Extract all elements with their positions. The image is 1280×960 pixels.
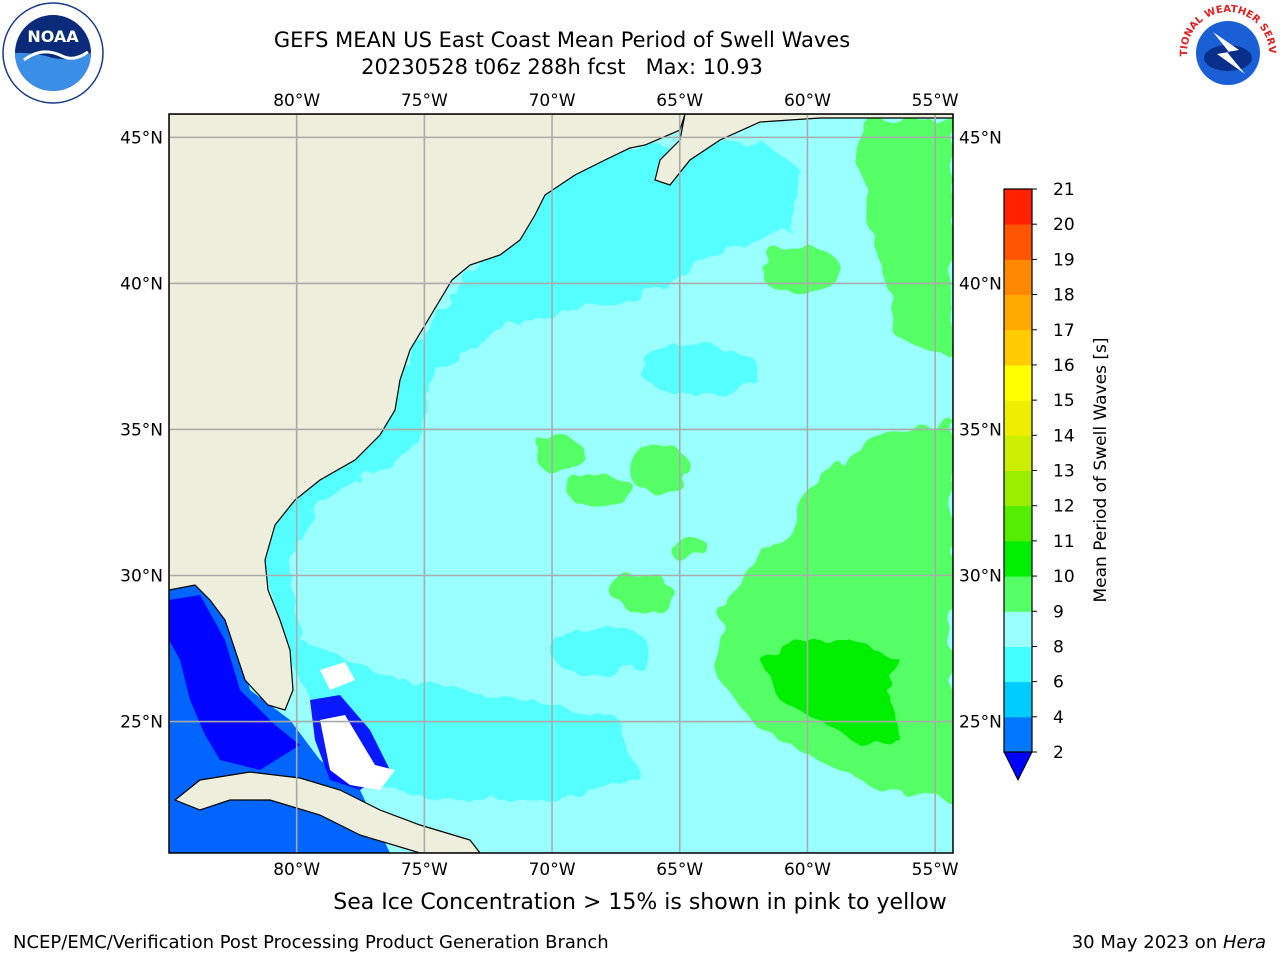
lon-label-bottom: 70°W bbox=[529, 860, 576, 880]
lon-label-top: 80°W bbox=[273, 91, 320, 111]
colorbar-tick-label: 12 bbox=[1053, 497, 1075, 517]
shelf-period-zone bbox=[260, 140, 800, 800]
colorbar-swatch bbox=[1004, 611, 1032, 647]
lon-label-top: 65°W bbox=[656, 91, 703, 111]
lon-labels-bottom: 80°W 75°W 70°W 65°W 60°W 55°W bbox=[273, 860, 959, 880]
lat-label-right: 30°N bbox=[959, 567, 1002, 587]
colorbar-swatch bbox=[1004, 189, 1032, 225]
lon-label-top: 55°W bbox=[912, 91, 959, 111]
lon-label-top: 75°W bbox=[401, 91, 448, 111]
colorbar-swatch bbox=[1004, 681, 1032, 718]
colorbar-swatch bbox=[1004, 224, 1032, 260]
colorbar-tick-label: 17 bbox=[1053, 321, 1075, 341]
noaa-logo-text: NOAA bbox=[27, 27, 79, 46]
date-text: 30 May 2023 on bbox=[1071, 932, 1223, 953]
lon-label-top: 60°W bbox=[784, 91, 831, 111]
lat-label-right: 35°N bbox=[959, 420, 1002, 440]
lat-label-left: 40°N bbox=[120, 274, 163, 294]
lat-label-left: 25°N bbox=[120, 713, 163, 733]
colorbar-swatch bbox=[1004, 364, 1032, 401]
map-frame bbox=[168, 113, 954, 854]
colorbar-label: Mean Period of Swell Waves [s] bbox=[1091, 338, 1111, 603]
lat-label-left: 30°N bbox=[120, 567, 163, 587]
green-period-zone bbox=[535, 118, 953, 800]
colorbar-tick-label: 6 bbox=[1053, 673, 1064, 693]
nws-logo: NATIONAL WEATHER SERVICE bbox=[1177, 2, 1277, 102]
colorbar-tick-label: 11 bbox=[1053, 532, 1075, 552]
colorbar-swatch bbox=[1004, 329, 1032, 366]
lat-label-left: 45°N bbox=[120, 128, 163, 148]
lon-label-bottom: 65°W bbox=[656, 860, 703, 880]
colorbar-swatch bbox=[1004, 294, 1032, 331]
colorbar-tick-label: 4 bbox=[1053, 708, 1064, 728]
colorbar-tick-label: 19 bbox=[1053, 250, 1075, 270]
colorbar: 2 4 6 8 9 10 11 12 13 14 15 16 17 18 19 20 21 bbox=[1003, 180, 1075, 782]
host-name: Hera bbox=[1222, 932, 1266, 953]
lon-label-bottom: 60°W bbox=[784, 860, 831, 880]
noaa-logo: NOAA bbox=[2, 2, 104, 104]
colorbar-extend-arrow bbox=[1003, 751, 1033, 782]
colorbar-swatch bbox=[1004, 576, 1032, 612]
colorbar-tick-label: 21 bbox=[1053, 180, 1075, 200]
lon-label-bottom: 80°W bbox=[273, 860, 320, 880]
colorbar-swatch bbox=[1004, 470, 1032, 507]
bahamas-banks bbox=[320, 662, 395, 790]
lat-label-left: 35°N bbox=[120, 420, 163, 440]
colorbar-swatch bbox=[1004, 646, 1032, 683]
colorbar-swatch bbox=[1004, 716, 1032, 753]
lat-labels-right: 45°N 40°N 35°N 30°N 25°N bbox=[959, 128, 1002, 732]
lon-label-top: 70°W bbox=[529, 91, 576, 111]
sea-ice-note: Sea Ice Concentration > 15% is shown in … bbox=[333, 890, 947, 915]
colorbar-tick-label: 9 bbox=[1053, 602, 1064, 622]
colorbar-tick-label: 16 bbox=[1053, 356, 1075, 376]
lat-label-right: 45°N bbox=[959, 128, 1002, 148]
colorbar-tick-label: 20 bbox=[1053, 215, 1075, 235]
colorbar-swatch bbox=[1004, 435, 1032, 471]
colorbar-swatch bbox=[1004, 400, 1032, 436]
colorbar-swatch bbox=[1004, 540, 1032, 577]
land-mass bbox=[169, 114, 953, 853]
chart-subtitle: 20230528 t06z 288h fcst Max: 10.93 bbox=[361, 55, 763, 79]
chart-title: GEFS MEAN US East Coast Mean Period of S… bbox=[273, 28, 851, 52]
colorbar-tick-label: 2 bbox=[1053, 743, 1064, 763]
date-stamp: 30 May 2023 on Hera bbox=[1072, 932, 1266, 953]
colorbar-tick-label: 10 bbox=[1053, 567, 1075, 587]
lat-label-right: 25°N bbox=[959, 713, 1002, 733]
graticule bbox=[169, 114, 953, 853]
credit-line: NCEP/EMC/Verification Post Processing Pr… bbox=[13, 932, 609, 953]
colorbar-tick-label: 18 bbox=[1053, 286, 1075, 306]
lat-labels-left: 45°N 40°N 35°N 30°N 25°N bbox=[120, 128, 163, 732]
colorbar-swatch bbox=[1004, 259, 1032, 296]
colorbar-tick-label: 8 bbox=[1053, 637, 1064, 657]
colorbar-tick-label: 13 bbox=[1053, 462, 1075, 482]
peak-period-zone bbox=[760, 640, 900, 745]
colorbar-swatch bbox=[1004, 505, 1032, 542]
colorbar-tick-label: 15 bbox=[1053, 391, 1075, 411]
map-plot-area bbox=[169, 114, 953, 853]
lon-labels-top: 80°W 75°W 70°W 65°W 60°W 55°W bbox=[273, 91, 959, 111]
lat-label-right: 40°N bbox=[959, 274, 1002, 294]
lon-label-bottom: 75°W bbox=[401, 860, 448, 880]
lon-label-bottom: 55°W bbox=[912, 860, 959, 880]
colorbar-tick-label: 14 bbox=[1053, 426, 1075, 446]
